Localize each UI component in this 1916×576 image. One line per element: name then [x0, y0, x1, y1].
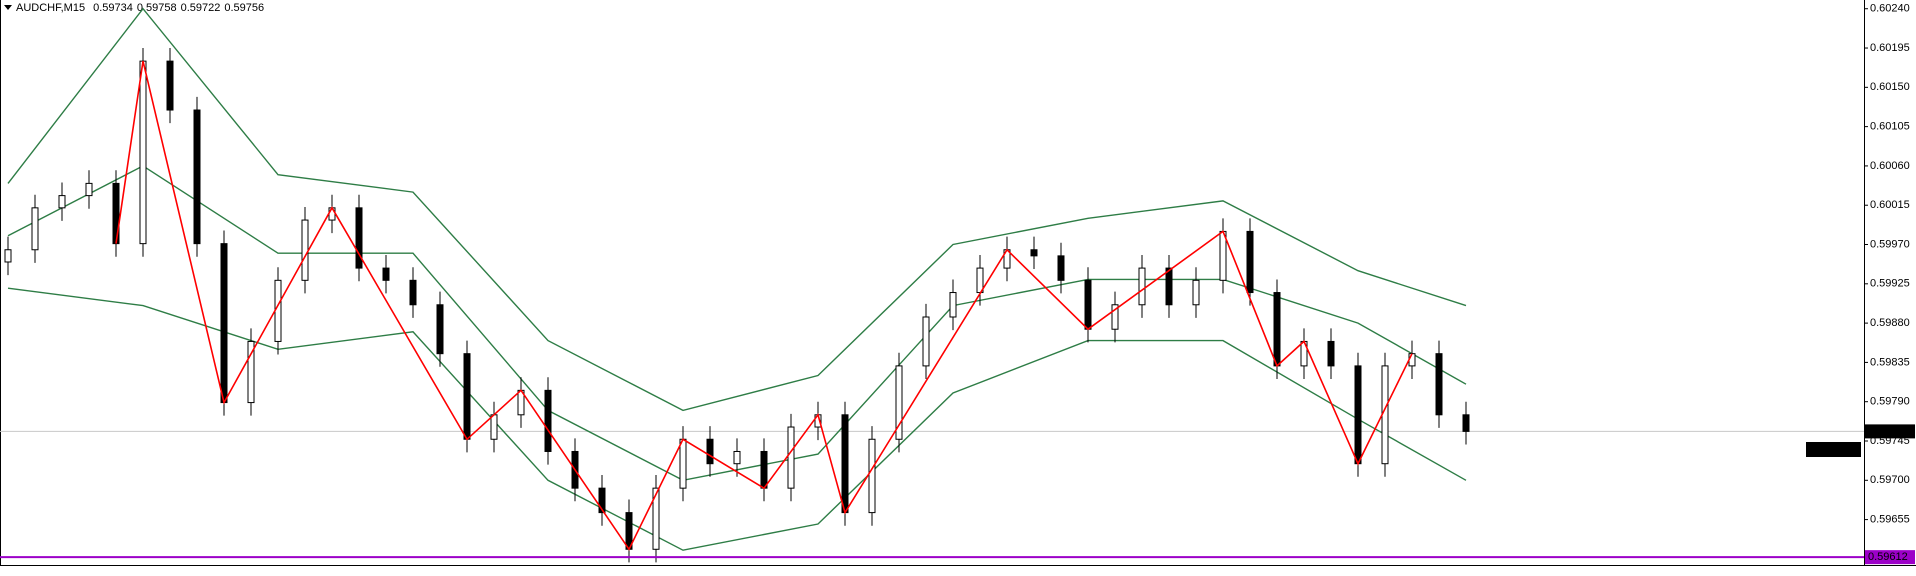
y-tick-label: 0.59835 [1870, 356, 1910, 368]
y-tick-label: 0.60240 [1870, 3, 1910, 15]
candle-body [1462, 414, 1470, 432]
candle-body [436, 304, 444, 355]
bollinger-upper [7, 7, 1467, 412]
price-label: 0.59756 [1868, 425, 1908, 437]
candle-body [787, 426, 795, 489]
y-tick-label: 0.60060 [1870, 160, 1910, 172]
candle-body [949, 292, 957, 318]
level-label-box [1865, 550, 1915, 565]
y-tick-label: 0.60150 [1870, 81, 1910, 93]
candle-body [247, 340, 255, 404]
candle-body [301, 219, 309, 281]
candle-body [58, 195, 66, 209]
candle-body [1192, 279, 1200, 306]
candle-body [1273, 292, 1281, 367]
y-tick-label: 0.59880 [1870, 317, 1910, 329]
candle-body [112, 182, 120, 245]
candle-body [1165, 267, 1173, 306]
candle-body [868, 438, 876, 514]
symbol: AUDCHF,M15 [16, 2, 85, 14]
bollinger-lower [7, 287, 1467, 551]
candle-body [85, 182, 93, 197]
quote-close: 0.59756 [224, 2, 264, 14]
y-tick-label: 0.59700 [1870, 474, 1910, 486]
quote-low: 0.59722 [181, 2, 221, 14]
chart-header: AUDCHF,M15 0.59734 0.59758 0.59722 0.59756 [16, 2, 264, 14]
y-tick-label: 0.60195 [1870, 42, 1910, 54]
candle-body [1246, 230, 1254, 294]
y-tick-label: 0.60015 [1870, 199, 1910, 211]
candle-body [1057, 255, 1065, 281]
candle-body [922, 316, 930, 367]
badge: BB ON [1816, 444, 1850, 456]
candle-body [706, 438, 714, 465]
candle-body [409, 279, 417, 306]
menu-triangle[interactable] [4, 5, 12, 10]
candle-body [1138, 267, 1146, 306]
quote-open: 0.59734 [93, 2, 133, 14]
candle-body [166, 60, 174, 111]
candle-body [895, 365, 903, 440]
candle-body [841, 414, 849, 514]
candle-body [463, 353, 471, 440]
candle-body [1381, 365, 1389, 465]
y-tick-label: 0.60105 [1870, 121, 1910, 133]
quote-high: 0.59758 [137, 2, 177, 14]
candle-body [1354, 365, 1362, 465]
y-tick-label: 0.59970 [1870, 238, 1910, 250]
candle-body [733, 450, 741, 465]
candle-body [220, 243, 228, 404]
candle-body [4, 249, 12, 263]
candle-body [1435, 353, 1443, 416]
candle-body [490, 414, 498, 440]
candle-body [355, 207, 363, 269]
candle-body [1084, 279, 1092, 330]
candle-body [679, 438, 687, 489]
candle-body [31, 207, 39, 251]
candle-body [544, 389, 552, 452]
level-label: 0.59612 [1868, 551, 1908, 563]
zigzag-line [115, 60, 1413, 551]
candle-body [382, 267, 390, 281]
candle-body [1030, 249, 1038, 257]
candle-body [598, 487, 606, 514]
badge-box [1806, 442, 1861, 457]
candle-body [652, 487, 660, 550]
y-tick-label: 0.59925 [1870, 278, 1910, 290]
candle-body [760, 450, 768, 489]
y-tick-label: 0.59790 [1870, 396, 1910, 408]
candle-body [1327, 340, 1335, 367]
candle-body [193, 109, 201, 245]
candle-body [274, 279, 282, 342]
candle-body [1111, 304, 1119, 330]
price-label-box [1865, 424, 1915, 439]
candle-body [139, 60, 147, 245]
candle-body [328, 207, 336, 221]
y-tick-label: 0.59655 [1870, 513, 1910, 525]
